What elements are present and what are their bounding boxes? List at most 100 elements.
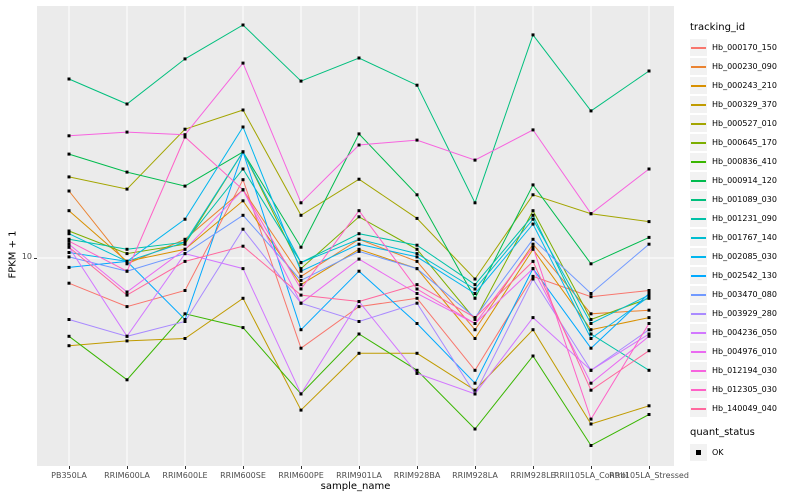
data-point-Hb_000645_170 (183, 242, 187, 246)
data-point-Hb_000230_090 (589, 312, 593, 316)
legend-line-swatch (690, 381, 707, 398)
data-point-Hb_002542_130 (67, 265, 71, 269)
data-point-Hb_012305_030 (299, 287, 303, 291)
data-point-Hb_000527_010 (183, 127, 187, 131)
data-point-Hb_000914_120 (67, 152, 71, 156)
x-tick-label: RRIM600PE (278, 471, 324, 480)
data-point-Hb_004236_050 (299, 392, 303, 396)
data-point-Hb_002542_130 (357, 269, 361, 273)
data-point-Hb_004976_010 (531, 267, 535, 271)
data-point-Hb_000836_410 (183, 312, 187, 316)
data-point-Hb_140049_040 (357, 300, 361, 303)
data-point-Hb_004976_010 (647, 334, 651, 338)
data-point-Hb_000243_210 (647, 316, 651, 320)
data-point-Hb_002085_030 (473, 292, 477, 295)
data-point-Hb_000836_410 (531, 354, 535, 358)
legend-item-Hb_000645_170: Hb_000645_170 (690, 134, 798, 151)
data-point-Hb_004976_010 (183, 247, 187, 251)
data-point-Hb_000914_120 (473, 296, 477, 300)
legend-label: Hb_000170_150 (712, 43, 777, 52)
data-point-Hb_000645_170 (415, 247, 419, 251)
legend-line-swatch (690, 400, 707, 417)
data-point-Hb_000243_210 (531, 247, 535, 251)
data-point-Hb_003470_080 (589, 292, 593, 295)
data-point-Hb_000527_010 (299, 213, 303, 217)
data-point-Hb_001767_140 (531, 217, 535, 221)
data-point-Hb_000230_090 (299, 274, 303, 278)
data-point-Hb_000527_010 (357, 177, 361, 181)
data-point-Hb_003470_080 (357, 249, 361, 253)
data-point-Hb_000230_090 (183, 237, 187, 241)
data-point-Hb_001767_140 (415, 252, 419, 256)
data-point-Hb_001089_030 (125, 102, 129, 106)
data-point-Hb_000243_210 (589, 328, 593, 332)
data-point-Hb_001089_030 (67, 77, 71, 81)
data-point-Hb_140049_040 (241, 244, 245, 248)
data-point-Hb_001089_030 (183, 57, 187, 61)
data-point-Hb_000329_370 (241, 296, 245, 300)
data-point-Hb_000170_150 (473, 368, 477, 372)
data-point-Hb_002085_030 (183, 217, 187, 221)
x-tick-mark (475, 466, 476, 469)
data-point-Hb_140049_040 (67, 245, 71, 249)
data-point-Hb_012194_030 (647, 167, 651, 171)
legend-item-quant-OK: OK (690, 444, 798, 461)
data-point-Hb_001231_090 (125, 247, 129, 251)
legend-line-swatch (690, 210, 707, 227)
data-point-Hb_012194_030 (589, 212, 593, 216)
data-point-Hb_000645_170 (299, 267, 303, 271)
legend-item-Hb_140049_040: Hb_140049_040 (690, 400, 798, 417)
data-point-Hb_000836_410 (357, 332, 361, 336)
data-point-Hb_000914_120 (589, 262, 593, 266)
data-point-Hb_001767_140 (67, 232, 71, 236)
data-point-Hb_000527_010 (67, 175, 71, 179)
data-point-Hb_003929_280 (241, 227, 245, 231)
legend-item-Hb_002542_130: Hb_002542_130 (690, 267, 798, 284)
legend-line-swatch (690, 229, 707, 246)
legend-label: Hb_001767_140 (712, 233, 777, 242)
data-point-Hb_000836_410 (67, 334, 71, 338)
data-point-Hb_000243_210 (67, 209, 71, 213)
x-tick-label: RRIM928LE (510, 471, 556, 480)
data-point-Hb_002542_130 (589, 346, 593, 350)
legend-line-swatch (690, 305, 707, 322)
legend-label: Hb_000645_170 (712, 138, 777, 147)
data-point-Hb_004236_050 (125, 334, 129, 338)
legend-line-swatch (690, 343, 707, 360)
data-point-Hb_140049_040 (589, 388, 593, 392)
data-point-Hb_002085_030 (415, 255, 419, 259)
data-point-Hb_000230_090 (67, 189, 71, 193)
legend-label: Hb_000329_370 (712, 100, 777, 109)
data-point-Hb_001767_140 (357, 237, 361, 241)
data-point-Hb_000527_010 (125, 187, 129, 191)
legend-quant-status: quant_status OK (690, 427, 798, 461)
data-point-Hb_012194_030 (183, 133, 187, 137)
data-point-Hb_000170_150 (299, 346, 303, 350)
data-point-Hb_002542_130 (241, 150, 245, 154)
data-point-Hb_000836_410 (415, 368, 419, 372)
x-tick-label: RRIM600SE (220, 471, 266, 480)
data-point-Hb_004976_010 (67, 242, 71, 246)
data-point-Hb_000836_410 (241, 326, 245, 330)
data-point-Hb_001767_140 (299, 261, 303, 265)
legend-item-Hb_004236_050: Hb_004236_050 (690, 324, 798, 341)
data-point-Hb_000230_090 (647, 308, 651, 312)
data-point-Hb_012194_030 (415, 138, 419, 142)
legend-line-swatch (690, 58, 707, 75)
data-point-Hb_140049_040 (125, 293, 129, 297)
legend-line-swatch (690, 77, 707, 94)
data-point-Hb_000170_150 (531, 274, 535, 278)
data-point-Hb_004236_050 (473, 392, 477, 396)
legend-title-quant-status: quant_status (690, 427, 755, 438)
data-point-Hb_004976_010 (589, 381, 593, 385)
x-tick-label: RRIM928LA (452, 471, 498, 480)
data-point-Hb_001089_030 (531, 33, 535, 37)
x-tick-label: RRIM600LE (162, 471, 208, 480)
data-point-Hb_000170_150 (67, 281, 71, 285)
legend-label: Hb_002085_030 (712, 252, 777, 261)
data-point-Hb_000914_120 (183, 184, 187, 188)
data-point-Hb_002085_030 (647, 295, 651, 299)
data-point-Hb_001231_090 (531, 213, 535, 217)
data-point-Hb_001231_090 (473, 283, 477, 287)
